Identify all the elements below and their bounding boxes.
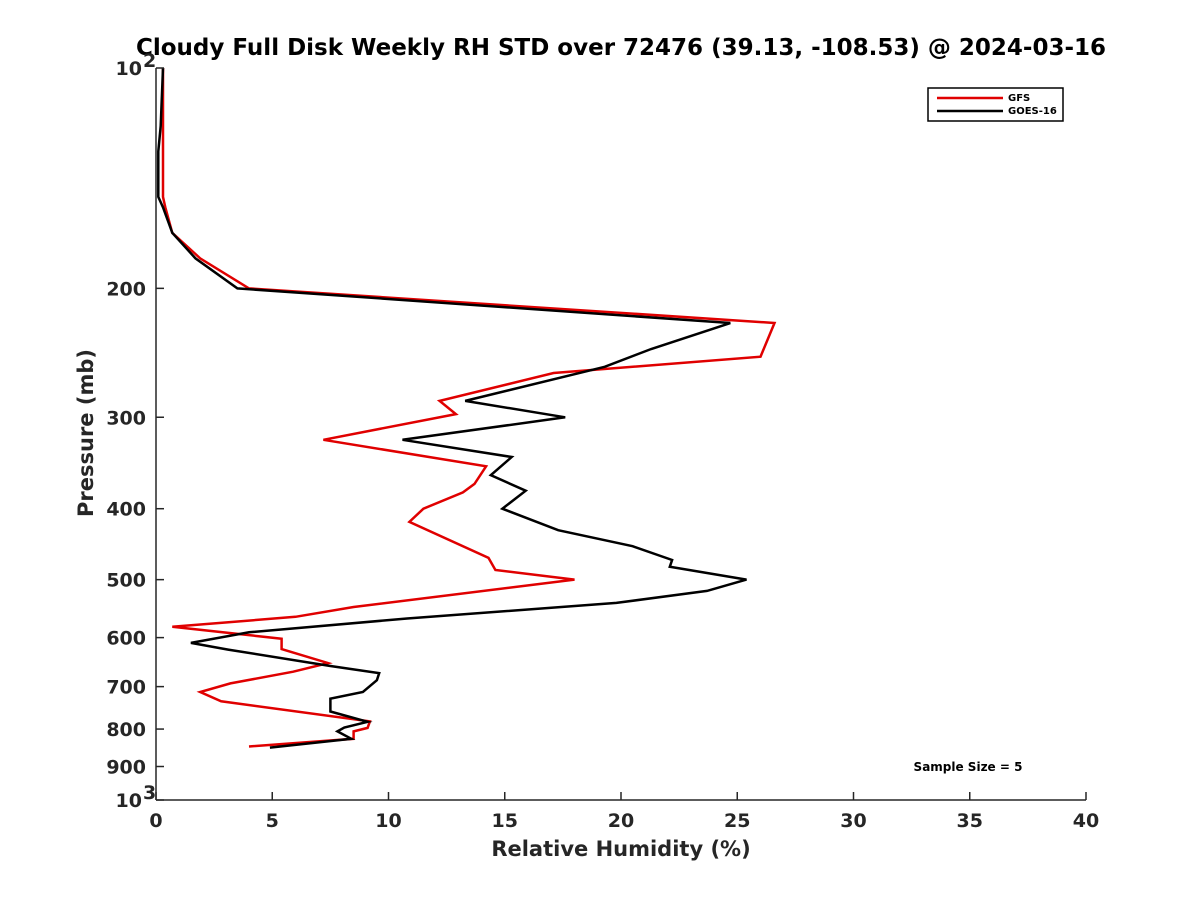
legend-label-gfs: GFS [1008,93,1030,104]
sample-size-annotation: Sample Size = 5 [914,760,1023,774]
y-tick-label: 300 [106,407,146,429]
y-tick-label: 10 [116,58,142,80]
y-tick-label: 500 [106,570,146,592]
y-tick-label: 10 [116,790,142,812]
y-tick-exponent: 3 [143,782,156,804]
x-tick-label: 5 [266,810,279,832]
x-axis-label: Relative Humidity (%) [491,837,750,861]
x-tick-label: 20 [608,810,634,832]
x-tick-label: 30 [840,810,866,832]
x-tick-label: 10 [375,810,401,832]
y-tick-label: 700 [106,677,146,699]
y-tick-label: 400 [106,499,146,521]
plot-area: 0 5 10 15 20 25 30 35 40 10 220030040050060070080… [106,50,1099,832]
legend-box [927,87,1064,122]
x-tick-label: 25 [724,810,750,832]
x-ticks: 0 5 10 15 20 25 30 35 40 [149,792,1099,832]
y-tick-label: 800 [106,719,146,741]
y-tick-label: 600 [106,628,146,650]
x-tick-label: 35 [957,810,983,832]
y-axis-label: Pressure (mb) [74,349,98,517]
x-tick-label: 15 [492,810,518,832]
x-tick-label: 0 [149,810,162,832]
y-tick-label: 900 [106,757,146,779]
series-line-gfs [161,68,777,748]
x-tick-label: 40 [1073,810,1099,832]
y-tick-label: 200 [106,278,146,300]
series-layer [157,67,777,749]
legend-label-goes16: GOES-16 [1008,106,1057,117]
chart-title: Cloudy Full Disk Weekly RH STD over 7247… [136,35,1106,61]
y-tick-exponent: 2 [143,50,156,72]
series-line-goes16 [157,67,747,749]
legend: GFS GOES-16 [927,87,1064,122]
